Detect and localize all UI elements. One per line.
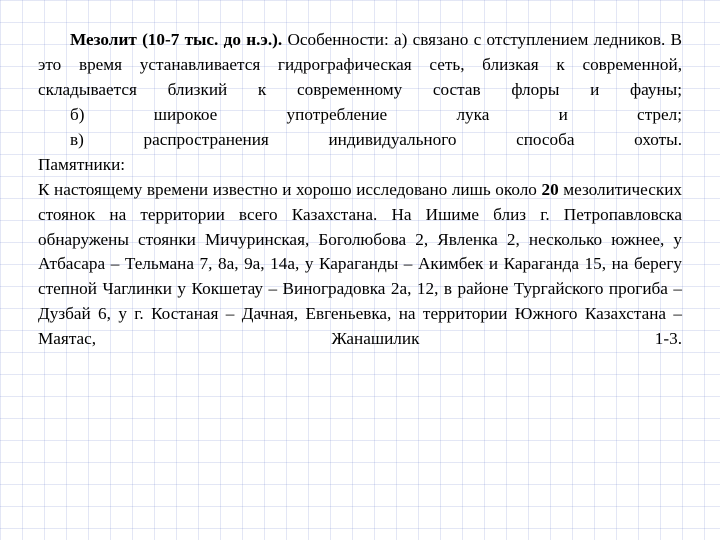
p2-pre: К настоящему времени известно и хорошо и… [38,180,537,199]
p2-bold-number: 20 [542,180,559,199]
monuments-label: Памятники: [38,155,125,174]
p2-post2: На Ишиме близ г. Петропавловска обнаруже… [38,205,682,349]
title-bold: Мезолит (10-7 тыс. до н.э.). [70,30,282,49]
features-label: Особенности: [287,30,388,49]
paragraph-1: Мезолит (10-7 тыс. до н.э.). Особенности… [38,28,682,153]
document-page: Мезолит (10-7 тыс. до н.э.). Особенности… [0,0,720,352]
line-c: в) распространения индивидуального спосо… [70,130,682,149]
paragraph-2: К настоящему времени известно и хорошо и… [38,178,682,353]
monuments-label-line: Памятники: [38,153,682,178]
line-b: б) широкое употребление лука и стрел; [70,105,682,124]
